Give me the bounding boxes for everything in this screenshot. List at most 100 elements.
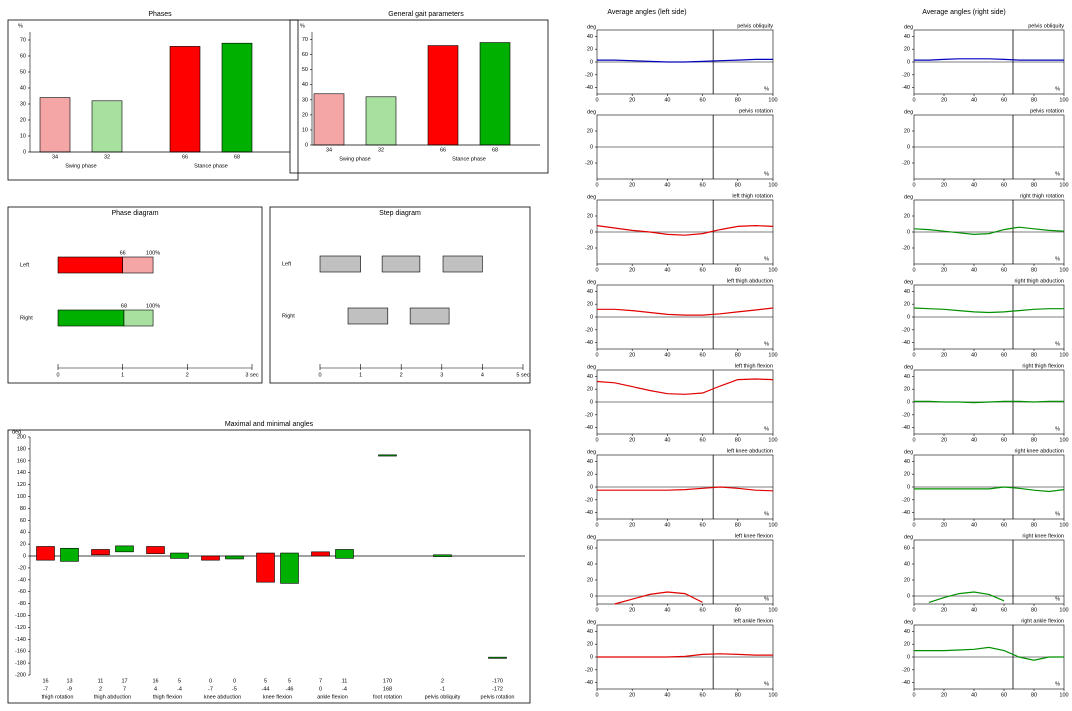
- x-tick-label: 80: [1031, 97, 1037, 103]
- x-tick-label: 20: [941, 182, 947, 188]
- x-tick-label: 20: [629, 267, 635, 273]
- x-tick-label: 100: [1059, 182, 1068, 188]
- category-label: pelvis obliquity: [425, 694, 461, 700]
- curve: [914, 400, 1064, 404]
- y-unit: deg: [587, 534, 596, 540]
- x-tick-label: 1: [359, 372, 362, 378]
- x-tick-label: 0: [595, 607, 598, 613]
- y-tick-label: -40: [18, 577, 26, 583]
- chart-title: Step diagram: [379, 210, 421, 217]
- step-box: [347, 307, 389, 325]
- x-tick-label: 0: [912, 607, 915, 613]
- min-label: 7: [123, 686, 126, 692]
- x-tick-label: 40: [664, 267, 670, 273]
- max-label: 2: [441, 678, 444, 684]
- step-box: [409, 307, 450, 325]
- step-box: [442, 255, 483, 273]
- category-label: Swing phase: [339, 156, 371, 162]
- y-tick-label: -20: [902, 245, 910, 251]
- x-tick-label: 80: [735, 352, 741, 358]
- max-label: 11: [342, 678, 348, 684]
- curve: [914, 646, 1064, 661]
- category-label: thigh abduction: [94, 694, 131, 700]
- x-tick-label: 20: [629, 522, 635, 528]
- y-tick-label: -20: [585, 160, 593, 166]
- row-label: Right: [282, 313, 295, 319]
- y-tick-label: 40: [904, 629, 910, 635]
- y-tick-label: 20: [904, 387, 910, 393]
- x-tick-label: 40: [664, 522, 670, 528]
- y-tick-label: 0: [590, 399, 593, 405]
- range-box: [488, 656, 507, 659]
- chart-title: Maximal and minimal angles: [225, 421, 314, 428]
- x-tick-label: 0: [56, 372, 59, 378]
- y-tick-label: 0: [590, 59, 593, 65]
- x-tick-label: 40: [971, 267, 977, 273]
- y-tick-label: -40: [902, 510, 910, 516]
- x-tick-label: 20: [941, 352, 947, 358]
- value-label: 34: [326, 147, 332, 153]
- x-unit: %: [1055, 596, 1060, 602]
- range-box: [146, 546, 165, 554]
- x-tick-label: 100: [768, 522, 777, 528]
- x-tick-label: 20: [941, 692, 947, 698]
- y-tick-label: -200: [15, 672, 26, 678]
- x-tick-label: 80: [1031, 692, 1037, 698]
- x-tick-label: 2: [400, 372, 403, 378]
- min-label: -4: [342, 686, 347, 692]
- category-label: pelvis rotation: [481, 694, 515, 700]
- group-title: Average angles (right side): [922, 9, 1006, 16]
- x-tick-label: 40: [971, 607, 977, 613]
- y-tick-label: 0: [23, 553, 26, 559]
- y-tick-label: 140: [17, 470, 26, 476]
- y-unit: deg: [587, 449, 596, 455]
- x-unit: %: [764, 341, 769, 347]
- y-tick-label: 20: [587, 302, 593, 308]
- y-tick-label: 20: [904, 577, 910, 583]
- max-label: 5: [288, 678, 291, 684]
- x-tick-label: 0: [595, 182, 598, 188]
- panel-title: pelvis obliquity: [1028, 23, 1064, 29]
- x-tick-label: 20: [629, 352, 635, 358]
- y-tick-label: 20: [904, 47, 910, 53]
- y-tick-label: -20: [902, 327, 910, 333]
- x-tick-label: 60: [700, 607, 706, 613]
- y-unit: deg: [904, 619, 913, 625]
- min-label: -172: [492, 686, 503, 692]
- y-tick-label: 20: [587, 47, 593, 53]
- x-tick-label: 40: [971, 522, 977, 528]
- x-tick-label: 60: [1001, 267, 1007, 273]
- y-tick-label: 0: [305, 142, 308, 148]
- y-tick-label: 60: [302, 52, 308, 58]
- curve: [596, 224, 774, 236]
- step-box: [319, 255, 361, 273]
- y-unit: deg: [904, 449, 913, 455]
- plot-frame: [913, 539, 1065, 605]
- y-tick-label: 40: [587, 629, 593, 635]
- y-tick-label: 80: [20, 506, 26, 512]
- category-label: knee abduction: [204, 694, 241, 700]
- y-tick-label: -20: [902, 72, 910, 78]
- y-tick-label: -40: [585, 425, 593, 431]
- y-tick-label: 40: [587, 289, 593, 295]
- y-tick-label: 20: [904, 472, 910, 478]
- y-tick-label: 0: [907, 229, 910, 235]
- x-tick-label: 100: [768, 352, 777, 358]
- range-box: [433, 554, 452, 557]
- x-tick-label: 40: [664, 607, 670, 613]
- x-tick-label: 100: [1059, 267, 1068, 273]
- x-unit: %: [1055, 426, 1060, 432]
- panel-title: right ankle flexion: [1021, 618, 1064, 624]
- y-tick-label: 120: [17, 482, 26, 488]
- y-tick-label: -40: [585, 340, 593, 346]
- x-tick-label: 60: [1001, 522, 1007, 528]
- range-box: [170, 552, 189, 559]
- max-label: 11: [98, 678, 104, 684]
- y-unit: deg: [12, 429, 21, 435]
- y-tick-label: 0: [907, 399, 910, 405]
- x-tick-label: 80: [735, 437, 741, 443]
- y-unit: deg: [904, 24, 913, 30]
- y-tick-label: -40: [585, 85, 593, 91]
- x-tick-label: 20: [941, 437, 947, 443]
- y-tick-label: 10: [302, 127, 308, 133]
